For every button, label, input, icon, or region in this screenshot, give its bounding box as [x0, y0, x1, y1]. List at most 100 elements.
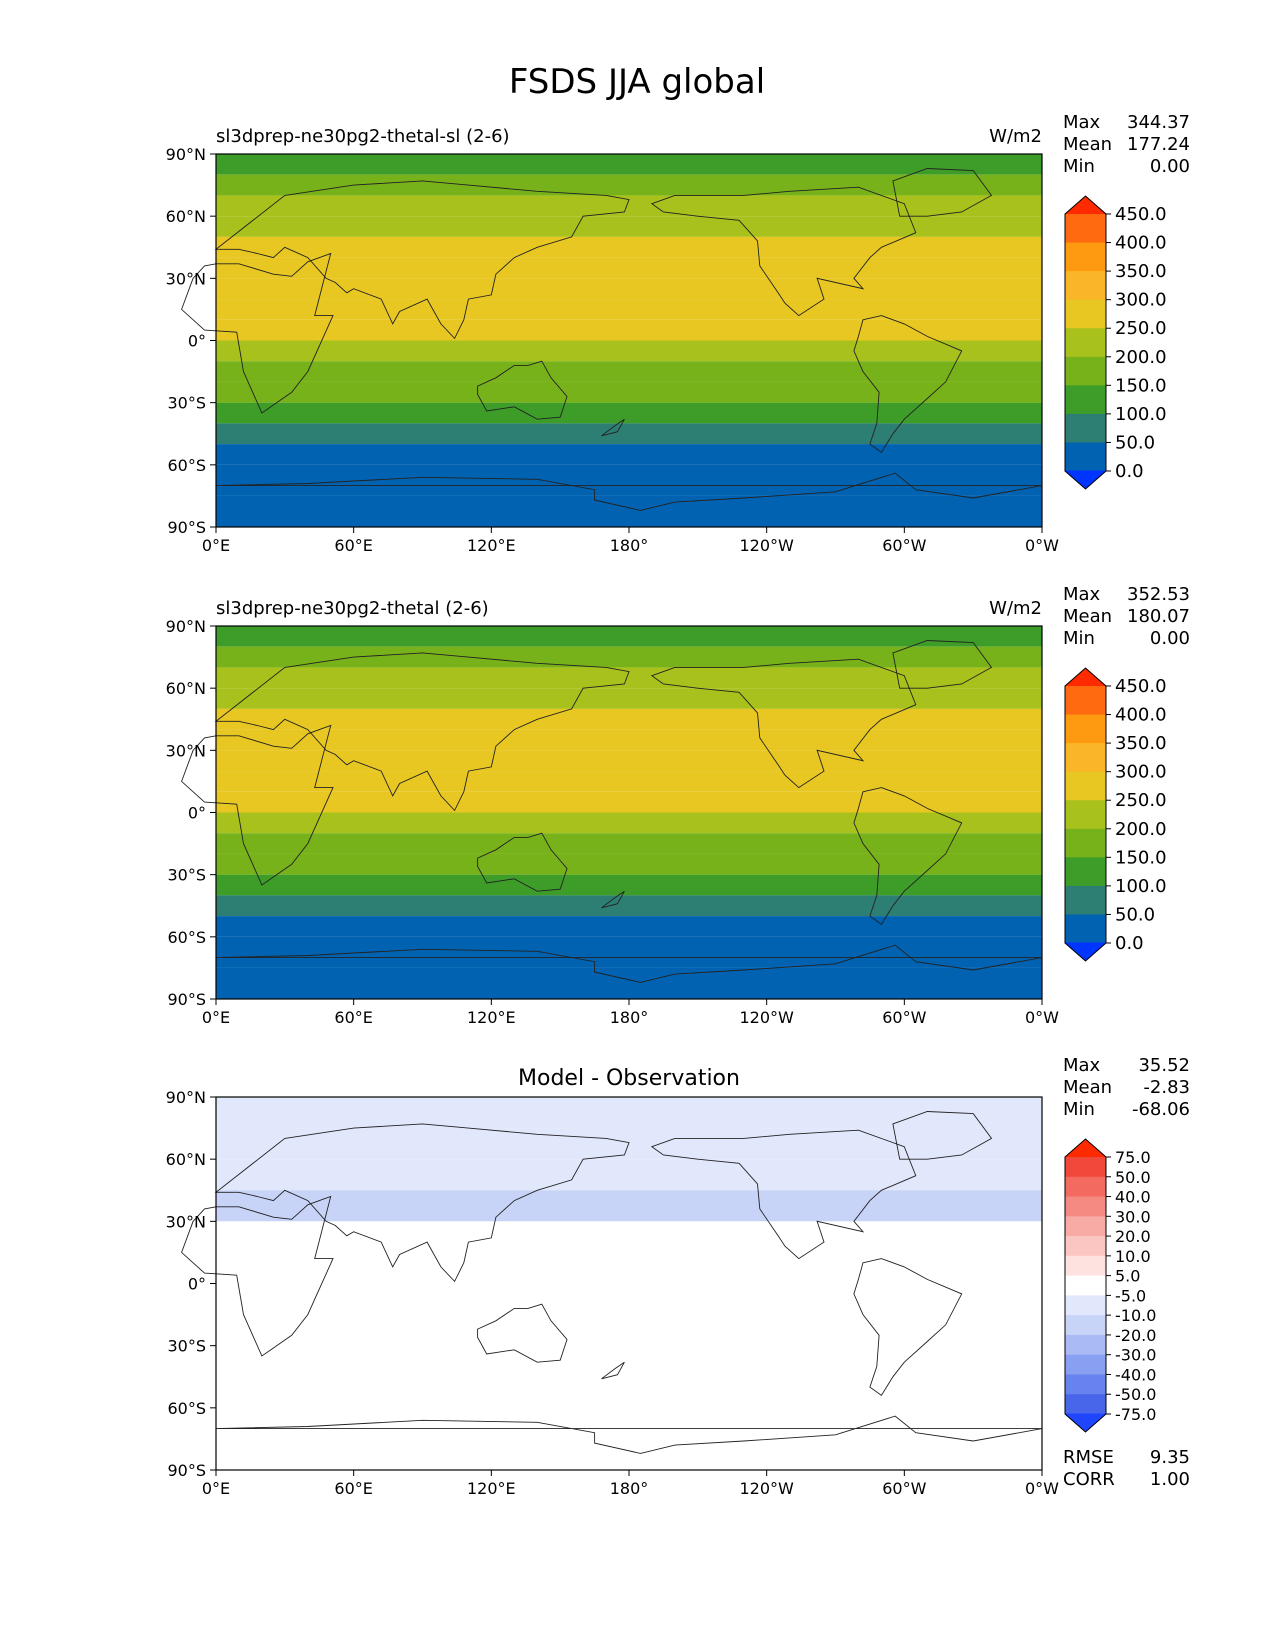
colorbar-swatch — [1065, 1315, 1106, 1336]
field-band — [216, 1304, 1042, 1336]
x-tick-label: 60°W — [882, 536, 926, 555]
colorbar-swatch — [1065, 299, 1106, 329]
colorbar-level-label: -20.0 — [1115, 1326, 1156, 1345]
field-band — [216, 1273, 1042, 1305]
stat-label: Max — [1063, 1055, 1101, 1076]
field-band — [216, 195, 1042, 217]
y-tick-label: 60°S — [167, 456, 206, 475]
y-tick-label: 30°S — [167, 866, 206, 885]
metric-value: 9.35 — [1150, 1447, 1190, 1468]
field-band — [216, 236, 1042, 258]
x-tick-label: 180° — [610, 1479, 649, 1498]
field-band — [216, 967, 1042, 999]
colorbar-level-label: 300.0 — [1115, 762, 1167, 783]
x-tick-label: 60°E — [334, 536, 372, 555]
colorbar-level-label: 0.0 — [1115, 461, 1144, 482]
field-band — [216, 1366, 1042, 1470]
coastline — [853, 1258, 963, 1397]
y-tick-label: 90°N — [166, 617, 206, 636]
stat-label: Min — [1063, 156, 1095, 177]
colorbar-swatch — [1065, 1295, 1106, 1316]
stat-value: 180.07 — [1127, 606, 1190, 627]
field-band — [216, 750, 1042, 772]
stat-label: Mean — [1063, 134, 1112, 155]
y-tick-label: 0° — [188, 1275, 206, 1294]
colorbar-swatch — [1065, 800, 1106, 830]
panel-title: Model - Observation — [518, 1066, 740, 1091]
colorbar: 75.050.040.030.020.010.05.0-5.0-10.0-20.… — [1064, 1138, 1156, 1433]
colorbar-level-label: -40.0 — [1115, 1365, 1156, 1384]
coastline — [181, 724, 334, 886]
metric-value: 1.00 — [1150, 1469, 1190, 1490]
colorbar-swatch — [1065, 668, 1106, 687]
colorbar-level-label: 100.0 — [1115, 876, 1167, 897]
stat-value: 0.00 — [1150, 628, 1190, 649]
field-band — [216, 812, 1042, 834]
colorbar-level-label: -50.0 — [1115, 1385, 1156, 1404]
colorbar-level-label: 450.0 — [1115, 676, 1167, 697]
colorbar-swatch — [1065, 1176, 1106, 1198]
colorbar-level-label: 400.0 — [1115, 233, 1167, 254]
y-tick-label: 60°S — [167, 1399, 206, 1418]
coastline — [215, 944, 1043, 983]
x-tick-label: 60°W — [882, 1008, 926, 1027]
coastline — [892, 1111, 993, 1160]
stat-label: Min — [1063, 628, 1095, 649]
field-band — [216, 646, 1042, 668]
coastline — [650, 1129, 917, 1260]
map-panel-3: 0°E 60°E 120°E 180° 120°W 60°W 0°W 90°N 60°N 30°N… — [166, 1055, 1190, 1498]
colorbar-swatch — [1065, 442, 1106, 472]
x-tick-label: 60°E — [334, 1479, 372, 1498]
coastline — [214, 1123, 630, 1283]
coastline — [181, 1195, 334, 1357]
colorbar-swatch — [1065, 356, 1106, 386]
stat-label: Max — [1063, 584, 1101, 605]
field-band — [216, 216, 1042, 237]
colorbar-swatch — [1065, 242, 1106, 272]
field-band — [216, 319, 1042, 341]
colorbar-level-label: 0.0 — [1115, 933, 1144, 954]
coastline — [214, 652, 630, 812]
x-tick-label: 0°E — [202, 536, 230, 555]
field-band — [216, 1252, 1042, 1274]
y-tick-label: 60°N — [166, 679, 206, 698]
field-band — [216, 936, 1042, 968]
colorbar-swatch — [1065, 857, 1106, 887]
y-tick-label: 60°N — [166, 207, 206, 226]
field-band — [216, 423, 1042, 445]
y-tick-label: 0° — [188, 804, 206, 823]
colorbar-swatch — [1065, 271, 1106, 301]
colorbar-swatch — [1065, 196, 1106, 215]
y-tick-label: 90°S — [167, 990, 206, 1009]
colorbar-level-label: 250.0 — [1115, 318, 1167, 339]
colorbar-swatch — [1065, 470, 1106, 489]
colorbar-swatch — [1065, 1374, 1106, 1395]
field-band — [216, 791, 1042, 813]
y-tick-label: 90°S — [167, 1461, 206, 1480]
colorbar-level-label: 100.0 — [1115, 404, 1167, 425]
figure-title: FSDS JJA global — [509, 62, 765, 102]
field-band — [216, 729, 1042, 751]
panel-title: sl3dprep-ne30pg2-thetal (2-6) — [216, 598, 489, 619]
coastline — [477, 360, 568, 420]
coastline — [215, 1415, 1043, 1454]
x-tick-label: 120°W — [739, 1479, 794, 1498]
colorbar-swatch — [1065, 385, 1106, 415]
colorbar-level-label: 200.0 — [1115, 347, 1167, 368]
y-tick-label: 0° — [188, 332, 206, 351]
field-band — [216, 667, 1042, 689]
field-band — [216, 278, 1042, 300]
stat-value: 344.37 — [1127, 112, 1190, 133]
y-tick-label: 60°N — [166, 1150, 206, 1169]
colorbar-swatch — [1065, 1157, 1106, 1178]
field-band — [216, 853, 1042, 875]
metric-label: RMSE — [1063, 1447, 1114, 1468]
stat-value: 177.24 — [1127, 134, 1190, 155]
coastline — [853, 787, 963, 926]
coastline — [650, 186, 917, 317]
field-band — [216, 1335, 1042, 1367]
coastline — [477, 1303, 568, 1363]
x-tick-label: 0°W — [1025, 1008, 1059, 1027]
field-band — [216, 1097, 1042, 1129]
stat-label: Mean — [1063, 606, 1112, 627]
